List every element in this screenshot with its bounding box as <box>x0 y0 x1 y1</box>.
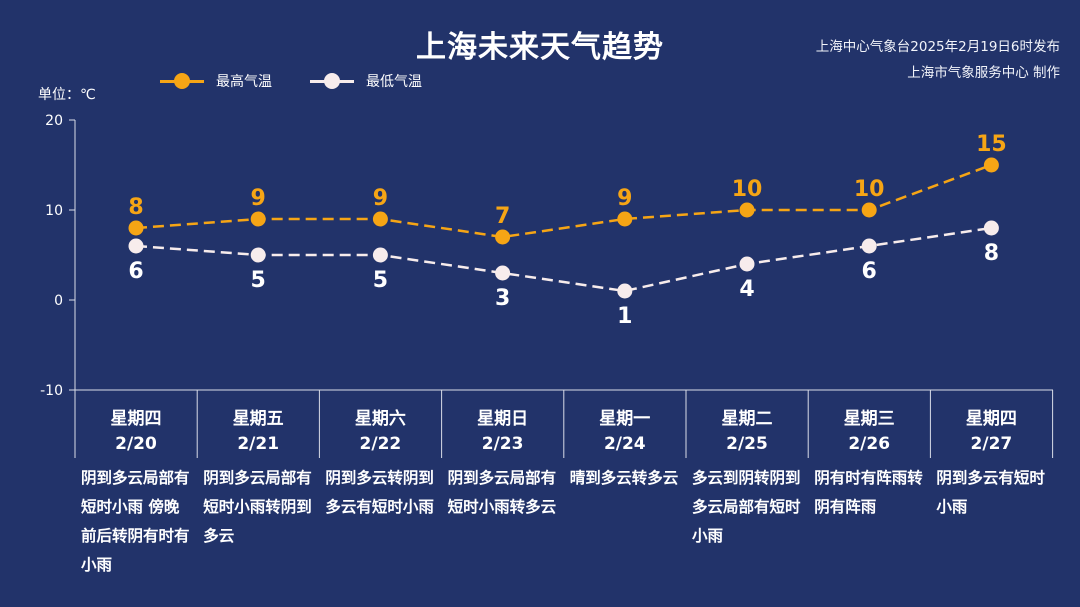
issuer-info: 上海中心气象台2025年2月19日6时发布 上海市气象服务中心 制作 <box>816 34 1060 86</box>
weekday-label: 星期三 <box>843 409 895 429</box>
issuer-line-1: 上海中心气象台2025年2月19日6时发布 <box>815 39 1060 55</box>
weather-description: 阴到多云有短时小雨 <box>936 469 1045 516</box>
data-point-high <box>372 211 388 227</box>
weekday-label: 星期五 <box>232 409 284 429</box>
legend-marker-high <box>160 72 204 89</box>
data-label-low: 5 <box>251 268 266 293</box>
series-line-low <box>135 226 992 293</box>
chart-title: 上海未来天气趋势 <box>416 30 664 65</box>
legend-label-low: 最低气温 <box>366 74 422 90</box>
y-tick-label: -10 <box>40 383 63 399</box>
data-label-low: 1 <box>617 304 632 329</box>
date-label: 2/24 <box>603 434 646 454</box>
legend-label-high: 最高气温 <box>216 74 272 90</box>
data-point-low <box>983 220 999 236</box>
issuer-line-2: 上海市气象服务中心 制作 <box>907 65 1060 81</box>
day-cell: 星期一 2/24 <box>564 392 686 458</box>
weekday-label: 星期四 <box>110 409 162 429</box>
chart-legend: 最高气温 最低气温 <box>160 70 460 92</box>
weather-description: 阴到多云局部有短时小雨 傍晚前后转阴有时有小雨 <box>81 469 190 574</box>
date-label: 2/21 <box>237 434 280 454</box>
weekday-label: 星期四 <box>965 409 1017 429</box>
data-point-high <box>983 157 999 173</box>
data-point-high <box>495 229 511 245</box>
weather-description: 阴到多云局部有短时小雨转阴到多云 <box>203 469 312 545</box>
data-point-low <box>495 265 511 281</box>
data-point-low <box>250 247 266 263</box>
data-label-low: 6 <box>128 259 143 284</box>
weekday-label: 星期日 <box>477 409 529 429</box>
data-point-high <box>617 211 633 227</box>
day-cell: 星期四 2/27 <box>930 392 1052 458</box>
data-point-high <box>250 211 266 227</box>
data-label-high: 9 <box>617 186 632 211</box>
data-label-low: 4 <box>739 277 754 302</box>
data-point-low <box>128 238 144 254</box>
data-label-low: 8 <box>984 241 999 266</box>
data-point-low <box>372 247 388 263</box>
series-line-high <box>135 163 992 239</box>
legend-item-high: 最高气温 <box>160 71 272 91</box>
weekday-label: 星期一 <box>599 409 651 429</box>
data-point-low <box>861 238 877 254</box>
data-label-low: 5 <box>373 268 388 293</box>
weekday-label: 星期二 <box>721 409 773 429</box>
y-tick-label: 20 <box>45 113 63 129</box>
y-tick-label: 0 <box>54 293 63 309</box>
day-cell: 星期日 2/23 <box>442 392 564 458</box>
y-tick-label: 10 <box>45 203 63 219</box>
data-label-low: 6 <box>862 259 877 284</box>
weather-description: 晴到多云转多云 <box>569 469 679 487</box>
day-cell: 星期五 2/21 <box>197 392 319 458</box>
data-label-high: 10 <box>854 177 885 202</box>
date-label: 2/22 <box>359 434 402 454</box>
day-cell: 星期六 2/22 <box>319 392 441 458</box>
data-label-high: 7 <box>495 204 510 229</box>
data-point-high <box>861 202 877 218</box>
date-label: 2/25 <box>726 434 768 454</box>
weather-description: 阴到多云局部有短时小雨转多云 <box>447 469 557 516</box>
weather-description: 阴到多云转阴到多云有短时小雨 <box>325 469 434 516</box>
data-label-high: 8 <box>128 195 143 220</box>
data-label-high: 15 <box>976 132 1007 157</box>
data-label-high: 10 <box>732 177 763 202</box>
weekday-label: 星期六 <box>354 409 406 429</box>
data-label-high: 9 <box>251 186 266 211</box>
weather-description: 阴有时有阵雨转阴有阵雨 <box>814 469 923 516</box>
data-label-high: 9 <box>373 186 388 211</box>
date-label: 2/20 <box>115 434 157 454</box>
data-point-high <box>128 220 144 236</box>
date-label: 2/26 <box>848 434 891 454</box>
legend-item-low: 最低气温 <box>310 71 422 91</box>
data-point-high <box>739 202 755 218</box>
data-point-low <box>739 256 755 272</box>
weather-description: 多云到阴转阴到多云局部有短时小雨 <box>692 469 801 545</box>
unit-label: 单位：℃ <box>38 87 96 103</box>
date-label: 2/23 <box>481 434 524 454</box>
day-cell: 星期三 2/26 <box>808 392 930 458</box>
data-label-low: 3 <box>495 286 510 311</box>
day-cell: 星期四 2/20 <box>75 392 197 458</box>
date-label: 2/27 <box>970 434 1013 454</box>
data-point-low <box>617 283 633 299</box>
day-cell: 星期二 2/25 <box>686 392 808 458</box>
legend-marker-low <box>310 72 354 89</box>
